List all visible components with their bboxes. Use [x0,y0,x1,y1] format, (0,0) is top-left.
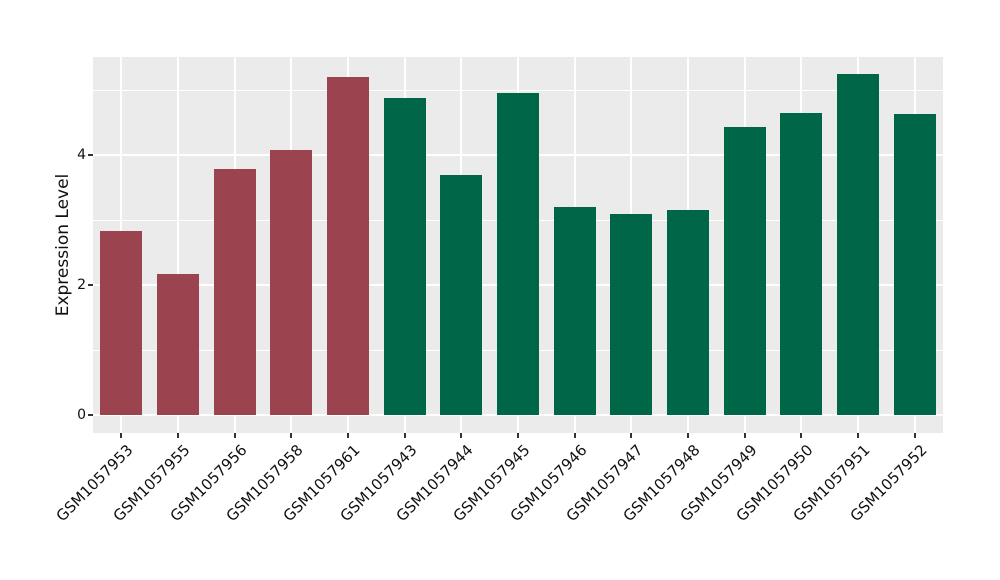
bar-GSM1057953 [100,231,143,416]
x-tick-mark [630,433,633,438]
x-tick-mark [913,433,916,438]
x-tick-mark [687,433,689,438]
y-tick-label: 2 [77,277,86,294]
bar-GSM1057961 [327,77,369,416]
bar-GSM1057955 [157,273,199,416]
gridline-major [93,414,943,417]
plot-panel [93,57,943,433]
x-tick-mark [120,433,123,438]
x-tick-mark [290,433,293,438]
bar-GSM1057956 [213,168,256,416]
bar-GSM1057946 [553,206,596,416]
x-tick-mark [517,433,519,438]
y-tick-label: 0 [77,407,86,424]
bar-GSM1057948 [667,209,709,416]
bar-GSM1057945 [497,92,539,416]
x-tick-mark [347,433,349,438]
y-axis-label: Expression Level [53,173,73,317]
x-tick-mark [800,433,803,438]
bar-GSM1057943 [383,97,426,416]
x-tick-mark [743,433,746,438]
x-tick-mark [403,433,406,438]
gridline-minor [93,89,943,91]
bar-GSM1057947 [610,214,653,416]
gridline-vertical [177,57,179,433]
x-tick-mark [233,433,236,438]
x-tick-mark [573,433,576,438]
x-tick-mark [857,433,859,438]
y-tick-mark [88,414,93,417]
x-tick-mark [460,433,463,438]
x-tick-mark [177,433,179,438]
y-tick-mark [88,284,93,287]
bar-GSM1057951 [837,73,879,416]
bar-GSM1057950 [780,112,823,416]
bar-GSM1057952 [893,114,936,416]
bar-GSM1057958 [270,150,313,416]
y-tick-label: 4 [77,147,86,164]
bar-GSM1057944 [440,174,483,416]
bar-GSM1057949 [723,127,766,416]
y-tick-mark [88,154,93,157]
